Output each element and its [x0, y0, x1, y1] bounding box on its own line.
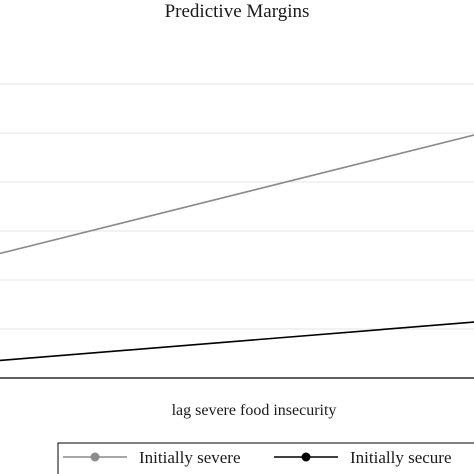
- legend-item-1: Initially secure: [274, 448, 452, 467]
- legend-item-0: Initially severe: [63, 448, 241, 467]
- legend-marker-0: [90, 452, 100, 462]
- legend-marker-1: [301, 452, 311, 462]
- gridlines: [0, 83, 474, 330]
- series-line-1: [0, 321, 474, 362]
- chart-title: Predictive Margins: [165, 1, 310, 22]
- x-axis-title: lag severe food insecurity: [172, 402, 337, 419]
- legend-box: [57, 442, 474, 474]
- series-lines: [0, 134, 474, 362]
- legend-label-1: Initially secure: [350, 448, 452, 467]
- series-line-0: [0, 134, 474, 255]
- legend: Initially severe Initially secure: [57, 442, 474, 474]
- legend-label-0: Initially severe: [139, 448, 241, 467]
